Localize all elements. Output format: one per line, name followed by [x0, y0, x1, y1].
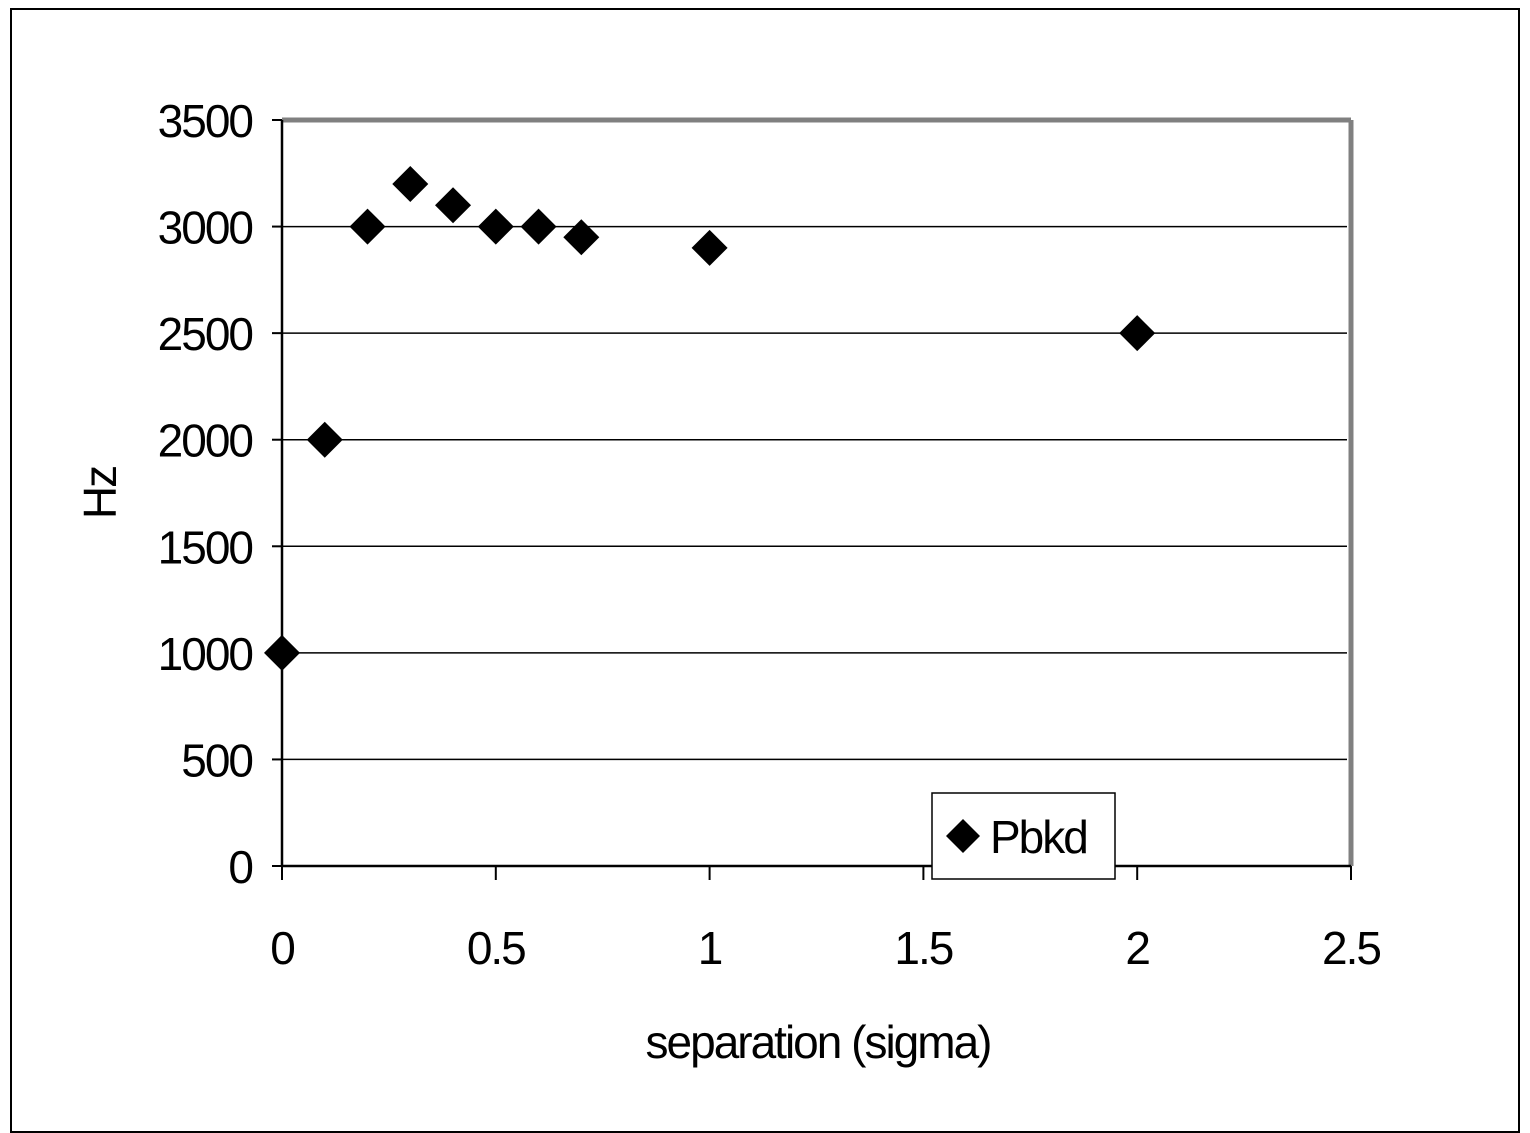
gridlines: [282, 225, 1347, 761]
y-axis-title: Hz: [74, 467, 126, 519]
x-tick-label-2: 2: [1125, 922, 1149, 974]
y-tick-label-2500: 2500: [158, 308, 253, 360]
data-point-1: [306, 421, 343, 458]
y-tick-label-3500: 3500: [158, 95, 253, 147]
data-point-3: [392, 165, 429, 202]
data-point-9: [1119, 315, 1156, 352]
x-tick-label-0.5: 0.5: [467, 922, 525, 974]
y-tick-label-2000: 2000: [158, 415, 253, 467]
y-tick-label-1500: 1500: [158, 521, 253, 573]
data-point-6: [520, 208, 557, 245]
data-point-0: [264, 634, 300, 671]
data-points: [264, 165, 1156, 671]
y-tick-label-500: 500: [181, 734, 252, 786]
y-tick-label-3000: 3000: [158, 202, 253, 254]
data-point-8: [691, 229, 728, 266]
x-tick-label-2.5: 2.5: [1322, 922, 1380, 974]
chart-frame: [10, 8, 1520, 1133]
y-axis-ticks: 0 500 1000 1500 2000 2500 3000 3500: [158, 95, 282, 893]
data-point-7: [563, 219, 600, 256]
y-tick-label-0: 0: [228, 841, 252, 893]
x-tick-label-1.5: 1.5: [894, 922, 952, 974]
y-tick-label-1000: 1000: [158, 628, 253, 680]
data-point-5: [477, 208, 514, 245]
data-point-4: [435, 187, 472, 224]
plot-area-frame: [280, 117, 1354, 868]
x-axis-ticks: 0 0.5 1 1.5 2 2.5: [270, 866, 1382, 974]
legend: Pbkd: [931, 792, 1116, 880]
data-point-2: [349, 208, 386, 245]
x-tick-label-1: 1: [698, 922, 722, 974]
x-tick-label-0: 0: [270, 922, 294, 974]
legend-marker-diamond-icon: [946, 819, 980, 853]
legend-label: Pbkd: [990, 811, 1087, 863]
x-axis-title: separation (sigma): [646, 1016, 991, 1068]
